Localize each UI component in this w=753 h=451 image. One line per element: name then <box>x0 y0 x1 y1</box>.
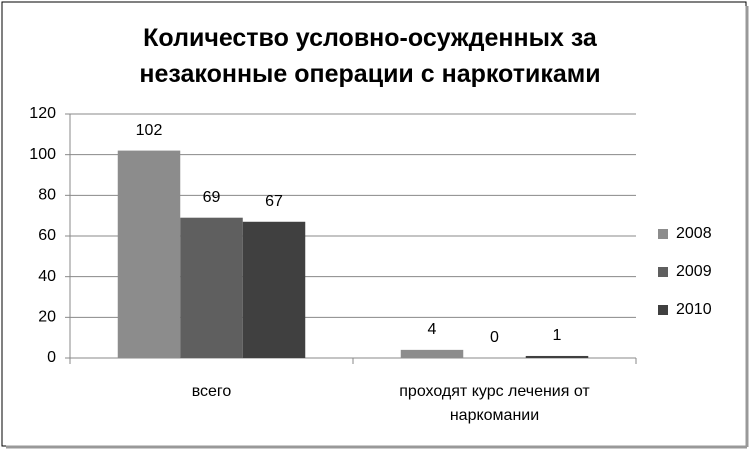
bar <box>525 355 589 358</box>
chart-title: Количество условно-осужденных за незакон… <box>139 24 601 88</box>
value-label: 67 <box>265 193 283 210</box>
x-tick-label: проходят курс лечения от наркомании <box>399 383 590 424</box>
legend-label: 2009 <box>676 263 712 280</box>
legend-label: 2010 <box>676 301 712 318</box>
legend-swatch <box>658 229 668 239</box>
bar <box>117 150 181 358</box>
bar <box>180 217 243 358</box>
value-label: 0 <box>490 329 499 346</box>
bar <box>242 221 306 358</box>
legend-swatch <box>658 305 668 315</box>
x-tick-label: всего <box>191 383 232 400</box>
y-tick-label: 60 <box>38 227 56 244</box>
y-tick-label: 80 <box>38 187 56 204</box>
y-tick-label: 120 <box>29 105 56 122</box>
y-tick-label: 20 <box>38 309 56 326</box>
value-label: 1 <box>553 327 562 344</box>
value-label: 69 <box>203 189 221 206</box>
y-tick-label: 100 <box>29 146 56 163</box>
legend-swatch <box>658 267 668 277</box>
y-tick-label: 40 <box>38 268 56 285</box>
value-label: 102 <box>136 122 163 139</box>
bar <box>400 349 464 358</box>
value-label: 4 <box>428 321 437 338</box>
y-tick-label: 0 <box>47 349 56 366</box>
legend-label: 2008 <box>676 225 712 242</box>
